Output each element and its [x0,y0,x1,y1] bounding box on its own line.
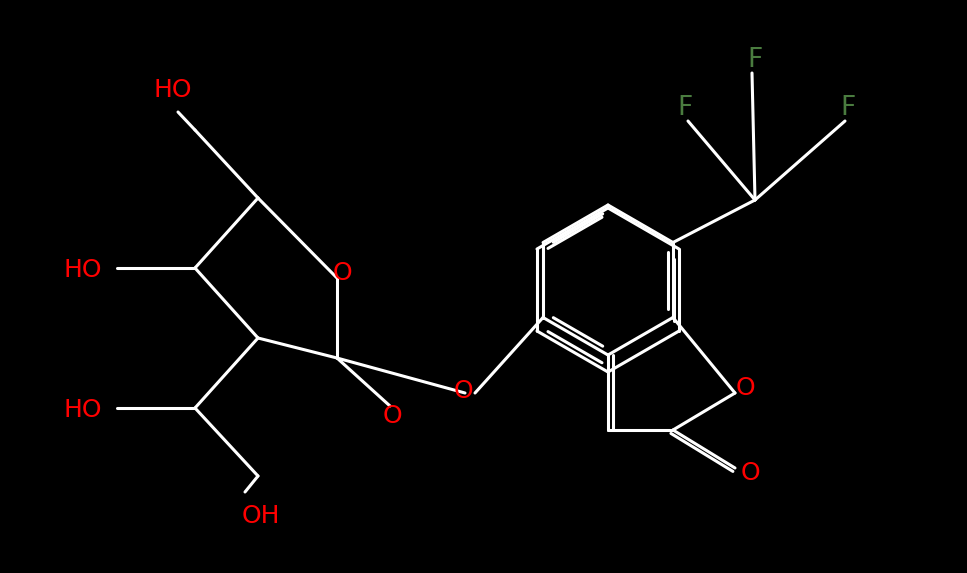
Text: F: F [840,95,856,121]
Text: O: O [740,461,760,485]
Text: O: O [735,376,755,400]
Text: F: F [747,47,763,73]
Text: O: O [333,261,352,285]
Text: HO: HO [153,78,191,102]
Text: O: O [454,379,473,403]
Text: HO: HO [63,398,102,422]
Text: O: O [382,404,402,428]
Text: OH: OH [242,504,280,528]
Text: HO: HO [63,258,102,282]
Text: F: F [677,95,692,121]
